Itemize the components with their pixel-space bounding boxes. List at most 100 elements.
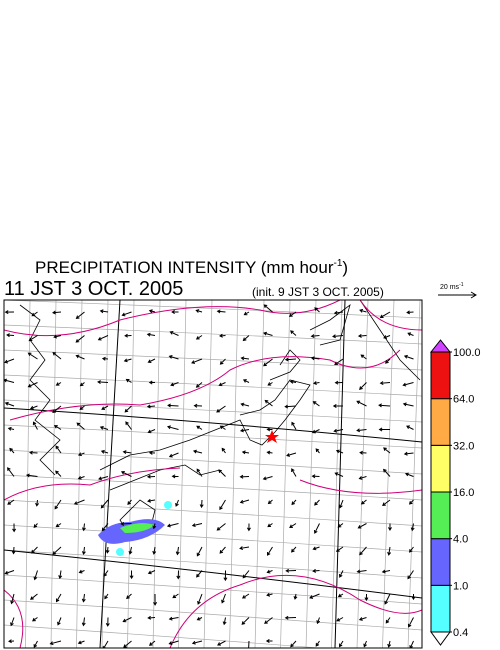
grid-line — [280, 300, 291, 648]
wind-arrow — [358, 476, 367, 480]
wind-arrow — [195, 335, 203, 340]
wind-arrow — [383, 335, 391, 339]
map-frame — [3, 299, 423, 649]
wind-arrow — [263, 331, 273, 336]
wind-arrow — [334, 380, 344, 385]
wind-arrow — [409, 640, 414, 648]
wind-arrow — [168, 616, 179, 621]
wind-arrow — [222, 617, 227, 626]
wind-arrow — [57, 617, 62, 626]
wind-arrow — [379, 311, 391, 319]
wind-arrow — [55, 445, 62, 454]
wind-arrow — [125, 421, 132, 430]
wind-arrow — [314, 499, 320, 506]
colorbar-label: 1.0 — [453, 580, 468, 592]
wind-arrow — [310, 334, 320, 339]
wind-arrow — [387, 640, 392, 648]
wind-scale-label: 20 ms-1 — [440, 282, 464, 291]
wind-arrow — [403, 354, 414, 360]
wind-arrow — [291, 499, 297, 506]
wind-arrow — [129, 570, 134, 580]
wind-arrow — [168, 640, 179, 645]
grid-line — [4, 599, 422, 631]
wind-arrow — [219, 499, 226, 511]
wind-arrow — [382, 499, 391, 506]
wind-arrow — [167, 403, 179, 408]
wind-arrow — [334, 472, 344, 477]
grid-line — [4, 449, 422, 475]
colorbar-segment — [430, 491, 451, 540]
colorbar-label: 0.4 — [453, 627, 468, 639]
wind-arrow — [285, 568, 297, 573]
wind-arrow — [55, 593, 62, 603]
wind-arrow — [196, 425, 203, 430]
wind-arrow — [291, 546, 297, 553]
title-close: ) — [342, 258, 348, 277]
wind-arrow — [97, 335, 109, 341]
wind-arrow — [147, 570, 156, 575]
wind-arrow — [199, 499, 204, 509]
wind-arrow — [266, 569, 273, 574]
wind-arrow — [152, 523, 157, 530]
wind-arrow — [266, 592, 273, 597]
wind-arrow — [196, 616, 203, 621]
colorbar-label: 64.0 — [453, 394, 474, 406]
wind-arrow — [31, 311, 38, 317]
grid-line — [203, 300, 213, 648]
wind-arrow — [241, 593, 250, 599]
wind-arrow — [171, 474, 179, 479]
wind-arrow — [359, 382, 367, 390]
wind-arrow — [168, 355, 179, 360]
wind-arrow — [286, 452, 297, 457]
colorbar-segment — [430, 538, 451, 586]
wind-arrow — [33, 523, 38, 529]
wind-arrow — [103, 570, 109, 577]
wind-arrow — [33, 570, 38, 581]
wind-arrow — [4, 358, 15, 364]
wind-arrow — [311, 474, 320, 479]
wind-arrow — [356, 428, 367, 433]
wind-arrow — [284, 357, 297, 362]
wind-arrow — [378, 403, 391, 408]
wind-arrow — [356, 400, 367, 407]
grid-line — [4, 549, 422, 579]
wind-arrow — [359, 308, 367, 313]
wind-arrow — [385, 617, 391, 624]
wind-arrow — [312, 568, 320, 573]
wind-arrow — [120, 470, 132, 477]
wind-arrow — [30, 593, 38, 600]
wind-arrow — [25, 473, 38, 478]
wind-arrow — [290, 330, 297, 336]
wind-arrow — [79, 382, 85, 387]
wind-arrow — [104, 593, 109, 600]
wind-arrow — [54, 499, 62, 510]
colorbar-label: 4.0 — [453, 534, 468, 546]
map-area — [4, 300, 422, 648]
wind-arrow — [364, 593, 369, 602]
wind-arrow — [76, 422, 85, 430]
wind-arrow — [148, 309, 156, 314]
wind-arrow — [284, 615, 297, 620]
grid-line — [4, 624, 324, 648]
marker-star — [265, 430, 279, 443]
wind-arrow — [197, 593, 203, 605]
wind-arrow — [146, 332, 156, 337]
grid-line — [4, 499, 422, 527]
wind-arrow — [146, 474, 156, 479]
wind-arrow — [77, 452, 85, 457]
wind-arrow — [335, 449, 344, 454]
wind-arrow — [146, 404, 156, 409]
wind-arrow — [166, 523, 179, 528]
wind-arrow — [171, 310, 179, 314]
title-text: PRECIPITATION INTENSITY (mm hour — [35, 258, 334, 277]
grid-line — [152, 300, 161, 648]
wind-arrow — [384, 593, 391, 605]
wind-arrow — [402, 402, 414, 407]
wind-arrow — [218, 382, 226, 387]
wind-arrow — [291, 421, 297, 430]
wind-arrow — [360, 354, 367, 360]
wind-arrow — [7, 467, 15, 477]
wind-arrow — [242, 335, 250, 342]
grid-line — [76, 300, 83, 648]
wind-arrow — [12, 523, 17, 533]
